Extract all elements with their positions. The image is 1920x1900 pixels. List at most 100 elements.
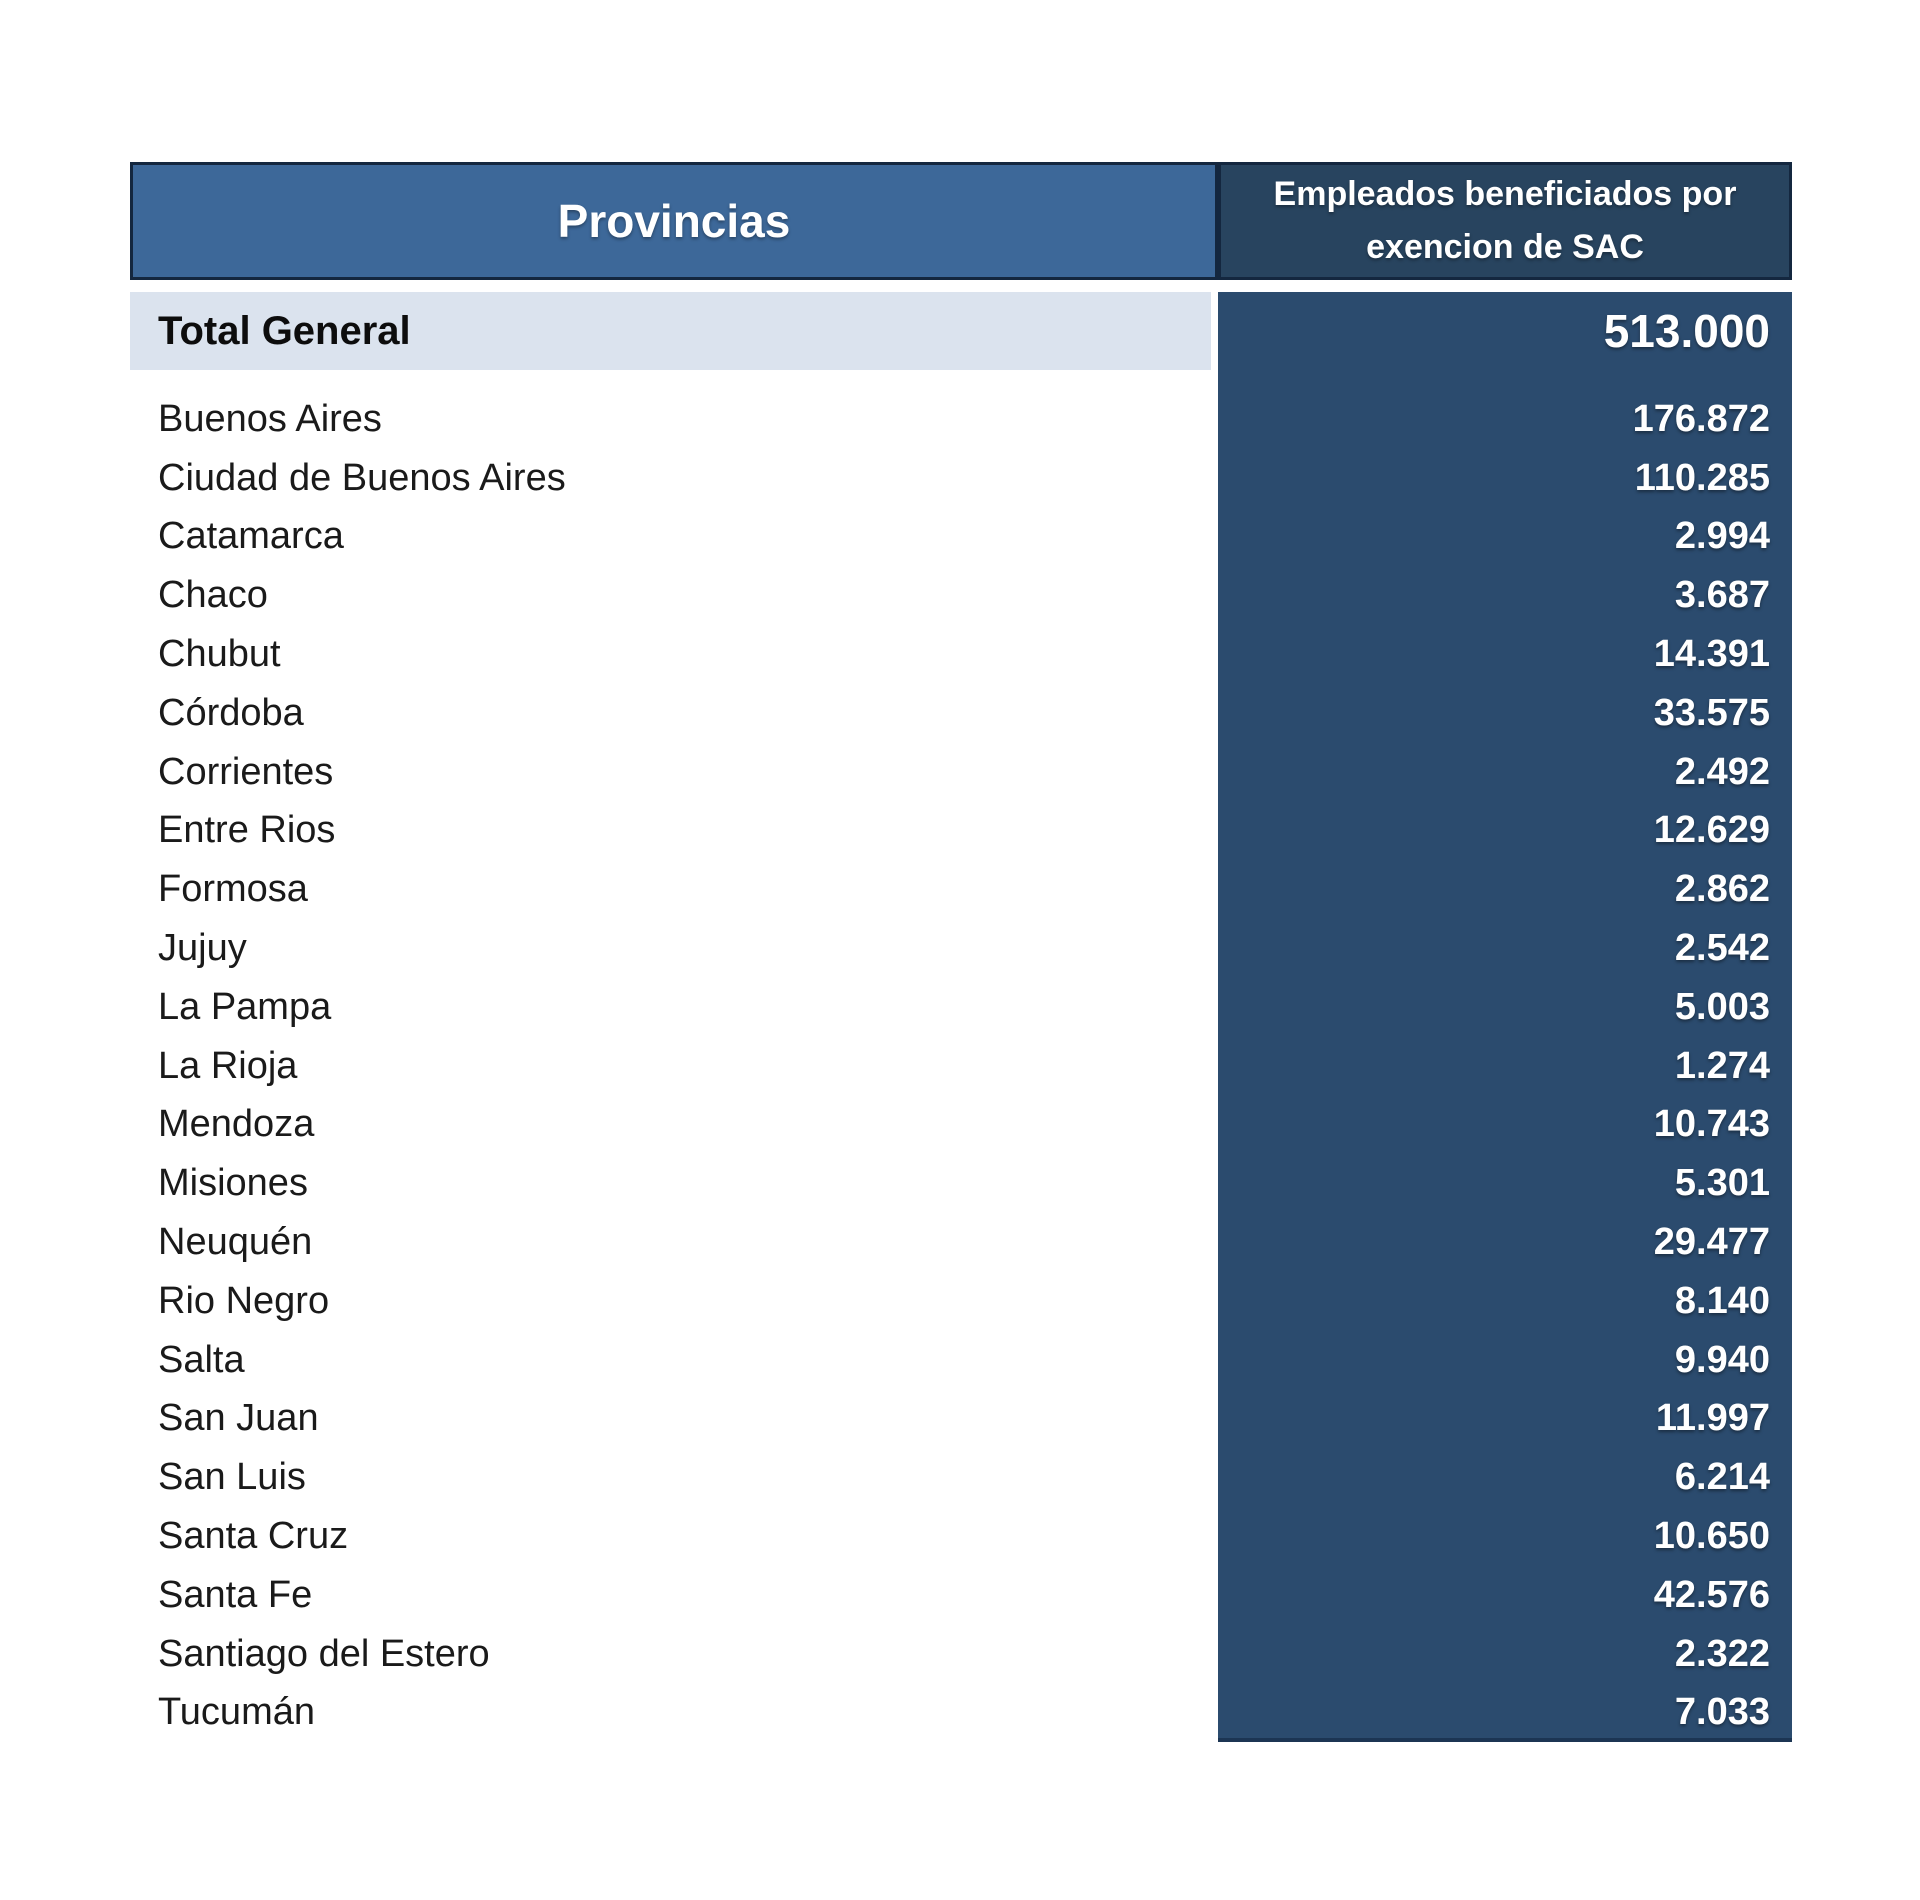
table-row-province: San Luis	[130, 1448, 1211, 1507]
table-row-province: Córdoba	[130, 684, 1211, 743]
total-row-value: 513.000	[1603, 305, 1770, 357]
table-row-province: Salta	[130, 1331, 1211, 1390]
table-row-province: Chubut	[130, 625, 1211, 684]
table-row-value: 5.301	[1218, 1154, 1792, 1213]
value-label: 3.687	[1674, 574, 1770, 617]
province-label: Entre Rios	[158, 809, 336, 852]
value-header-label-line2: exencion de SAC	[1366, 228, 1644, 266]
table-row-value: 42.576	[1218, 1566, 1792, 1625]
province-label: Santa Fe	[158, 1573, 313, 1616]
table-row-province: Ciudad de Buenos Aires	[130, 449, 1211, 508]
table-row-province: Tucumán	[130, 1684, 1211, 1743]
value-label: 42.576	[1653, 1573, 1770, 1616]
table-row-value: 12.629	[1218, 802, 1792, 861]
table-row-value: 3.687	[1218, 566, 1792, 625]
province-label: San Luis	[158, 1456, 306, 1499]
table-row-value: 9.940	[1218, 1331, 1792, 1390]
value-label: 10.743	[1653, 1103, 1770, 1146]
province-label: Salta	[158, 1338, 245, 1381]
value-label: 5.003	[1674, 985, 1770, 1028]
table-row-province: Chaco	[130, 566, 1211, 625]
table-row-value: 5.003	[1218, 978, 1792, 1037]
table-row-province: Catamarca	[130, 508, 1211, 567]
table-row-province: Santa Fe	[130, 1566, 1211, 1625]
value-label: 7.033	[1674, 1691, 1770, 1734]
table-row-value: 10.743	[1218, 1096, 1792, 1155]
value-header-cell: Empleados beneficiados por exencion de S…	[1218, 162, 1792, 280]
province-label: Formosa	[158, 868, 308, 911]
value-label: 6.214	[1674, 1456, 1770, 1499]
value-label: 33.575	[1653, 691, 1770, 734]
province-label: La Rioja	[158, 1044, 298, 1087]
table-row-province: Mendoza	[130, 1096, 1211, 1155]
province-label: Chaco	[158, 574, 268, 617]
table-row-value: 2.542	[1218, 919, 1792, 978]
value-label: 8.140	[1674, 1279, 1770, 1322]
province-label: Mendoza	[158, 1103, 315, 1146]
table-row-province: Neuquén	[130, 1213, 1211, 1272]
province-label: Misiones	[158, 1162, 308, 1205]
province-label: Santiago del Estero	[158, 1632, 490, 1675]
value-label: 5.301	[1674, 1162, 1770, 1205]
value-label: 12.629	[1653, 809, 1770, 852]
table-row-value: 7.033	[1218, 1684, 1792, 1738]
table-row-value: 33.575	[1218, 684, 1792, 743]
province-label: Jujuy	[158, 927, 247, 970]
value-rows: 176.872 110.285 2.994 3.687 14.391 33.57…	[1218, 390, 1792, 1738]
table-row-value: 2.322	[1218, 1625, 1792, 1684]
table-row-province: Formosa	[130, 860, 1211, 919]
table-row-province: Santa Cruz	[130, 1507, 1211, 1566]
table-row-value: 10.650	[1218, 1507, 1792, 1566]
value-header-label-line1: Empleados beneficiados por	[1273, 175, 1737, 214]
table-row-value: 176.872	[1218, 390, 1792, 449]
table-row-province: Buenos Aires	[130, 390, 1211, 449]
table-row-province: La Pampa	[130, 978, 1211, 1037]
province-label: La Pampa	[158, 985, 332, 1028]
province-label: Chubut	[158, 633, 281, 676]
value-label: 29.477	[1653, 1221, 1770, 1264]
provinces-header-label: Provincias	[557, 195, 791, 247]
table-row-value: 110.285	[1218, 449, 1792, 508]
value-label: 2.542	[1674, 927, 1770, 970]
table-row-province: Santiago del Estero	[130, 1625, 1211, 1684]
province-label: Tucumán	[158, 1691, 315, 1734]
province-label: Neuquén	[158, 1221, 313, 1264]
value-label: 10.650	[1653, 1515, 1770, 1558]
value-label: 176.872	[1632, 397, 1770, 440]
province-label: Rio Negro	[158, 1279, 330, 1322]
province-label: Santa Cruz	[158, 1515, 349, 1558]
province-label: Catamarca	[158, 515, 344, 558]
table-row-value: 2.492	[1218, 743, 1792, 802]
value-label: 14.391	[1653, 633, 1770, 676]
table-row-value: 1.274	[1218, 1037, 1792, 1096]
value-label: 2.862	[1674, 868, 1770, 911]
value-label: 11.997	[1655, 1397, 1770, 1440]
value-column-spacer	[1218, 370, 1792, 390]
value-label: 2.994	[1674, 515, 1770, 558]
value-column: 513.000 176.872 110.285 2.994 3.687 14.3…	[1218, 292, 1792, 1742]
table-row-value: 8.140	[1218, 1272, 1792, 1331]
table-row-value: 2.862	[1218, 860, 1792, 919]
table-row-province: Misiones	[130, 1154, 1211, 1213]
provinces-header-cell: Provincias	[130, 162, 1218, 280]
province-label: San Juan	[158, 1397, 319, 1440]
total-row-label: Total General	[158, 308, 411, 353]
table-row-value: 11.997	[1218, 1390, 1792, 1449]
province-label: Buenos Aires	[158, 397, 382, 440]
table-row-province: Rio Negro	[130, 1272, 1211, 1331]
table-row-province: La Rioja	[130, 1037, 1211, 1096]
value-label: 2.492	[1674, 750, 1770, 793]
province-label: Corrientes	[158, 750, 334, 793]
table-row-province: San Juan	[130, 1390, 1211, 1449]
value-label: 9.940	[1674, 1338, 1770, 1381]
table-row-value: 2.994	[1218, 508, 1792, 567]
value-label: 110.285	[1634, 456, 1770, 499]
table-row-value: 29.477	[1218, 1213, 1792, 1272]
table-row-value: 6.214	[1218, 1448, 1792, 1507]
value-label: 1.274	[1674, 1044, 1770, 1087]
table-row-province: Jujuy	[130, 919, 1211, 978]
table-row-province: Corrientes	[130, 743, 1211, 802]
value-label: 2.322	[1674, 1632, 1770, 1675]
table-row-province: Entre Rios	[130, 802, 1211, 861]
